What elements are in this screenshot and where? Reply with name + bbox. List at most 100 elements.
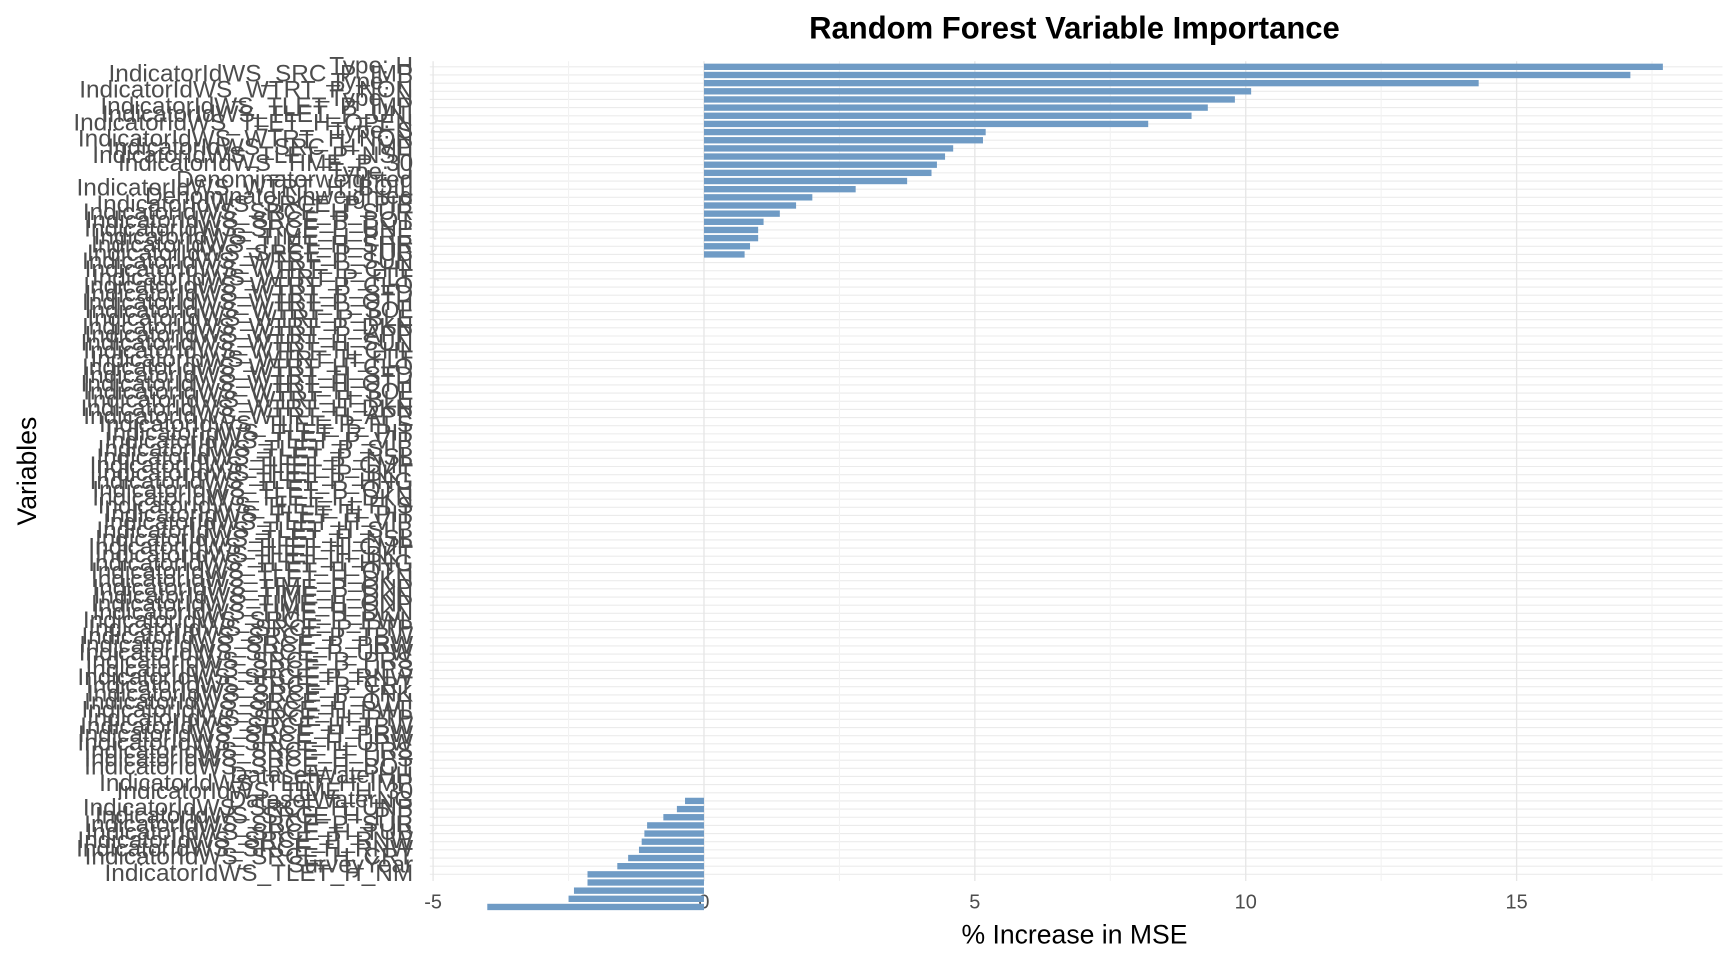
y-tick-label: IndicatorIdWS_WTRT_H_CLO xyxy=(82,354,413,381)
y-tick-label: IndicatorIdWS_WTRT_P_FLT xyxy=(92,264,413,291)
y-tick-label: IndicatorIdWS_WTRT_P_NON xyxy=(79,77,413,104)
y-tick-label: IndicatorIdWS_SRCE_P_PWL xyxy=(83,607,413,634)
bar xyxy=(703,145,954,152)
bar xyxy=(703,218,764,225)
y-tick-label: IndicatorIdWS_TIME_H_DKN xyxy=(92,599,413,626)
bar xyxy=(703,210,780,217)
y-tick-label: IndicatorIdWS_SRC_H_IMP xyxy=(107,134,413,161)
y-tick-label: IndicatorIdWS_SRCE_H_TBW xyxy=(80,713,413,740)
y-tick-label: Type: N xyxy=(329,85,413,112)
y-tick-label: IndicatorIdWS_TLET_H_SHR xyxy=(91,232,413,259)
bar xyxy=(617,863,704,870)
y-tick-label: IndicatorIdWS_WTRT_H_STD xyxy=(83,362,413,389)
y-tick-label: IndicatorIdWS_SRCE_H_PRS xyxy=(84,737,413,764)
bar xyxy=(703,243,751,250)
y-tick-label: IndicatorIdWS_SRCE_P_TUB xyxy=(87,240,413,267)
y-tick-label: IndicatorIdWS_TIME_P_DKN xyxy=(94,582,413,609)
y-tick-label: IndicatorIdWS_WTRT_P_SUN xyxy=(82,248,413,275)
y-tick-label: IndicatorIdWS_WTRT_P_APP xyxy=(85,321,414,348)
y-tick-label: IndicatorIdWS_TIME_P_30 xyxy=(118,150,413,177)
y-tick-label: DatasetWaterNG xyxy=(229,786,414,813)
bar xyxy=(703,71,1631,79)
y-tick-label: IndicatorIdWS_SRCE_P_TNK xyxy=(87,680,413,707)
y-tick-label: IndicatorIdWS_TLET_H_BKT xyxy=(95,542,413,569)
y-tick-label: IndicatorIdWS_TLET_P_SLB xyxy=(98,436,413,463)
y-tick-label: IndicatorIdWS_TLET_P_IMP xyxy=(100,93,413,120)
y-tick-label: IndicatorIdWS_SRCE_P_UNP xyxy=(84,215,413,242)
y-tick-label: IndicatorIdWS_WTRT_H_SOL xyxy=(83,379,413,406)
bar xyxy=(638,846,704,854)
bar xyxy=(703,161,937,168)
bar xyxy=(703,234,759,242)
y-tick-label: IndicatorIdWS_WTRT_H_NON xyxy=(78,126,413,153)
y-tick-label: IndicatorIdWS_SRC_P_IMP xyxy=(109,60,414,87)
bar xyxy=(703,128,986,136)
y-tick-label: IndicatorIdWS_SRCE_P_SUR xyxy=(84,811,413,838)
bar xyxy=(644,830,704,837)
bar xyxy=(703,104,1208,111)
y-tick-label: IndicatorIdWS_TLET_P_NSL xyxy=(96,444,413,471)
y-tick-label: DenominatorUnweighted xyxy=(145,183,413,210)
y-tick-label: IndicatorIdWS_SRCE_P_RNW xyxy=(77,664,413,691)
y-tick-label: IndicatorIdWS_TLET_H_VIP xyxy=(103,509,413,536)
y-tick-label: IndicatorIdWS_WTRT_P_OTH xyxy=(82,289,413,316)
y-tick-label: DatasetWaterHH xyxy=(230,762,413,789)
y-tick-label: IndicatorIdWS_WTRT_H_CHL xyxy=(83,338,413,365)
bar xyxy=(703,251,745,258)
y-tick-label: IndicatorIdWS_TLET_H_NM xyxy=(105,860,414,887)
y-tick-label: IndicatorIdWS_TLET_H_IMP xyxy=(99,770,413,797)
y-tick-label: IndicatorIdWS_SRCE_H_SUR xyxy=(83,199,413,226)
y-tick-label: IndicatorIdWS_TLET_P_FLS xyxy=(99,411,413,438)
y-tick-label: IndicatorIdWS_TLET_P_CMP xyxy=(90,452,414,479)
bar xyxy=(587,879,704,886)
y-tick-label: IndicatorIdWS_TLET_P_DKN xyxy=(92,485,413,512)
y-tick-label: IndicatorIdWS_SRCE_P_BOT xyxy=(86,207,414,234)
y-tick-label: IndicatorIdWS_WTRT_H_BOIL xyxy=(77,175,414,202)
y-tick-label: IndicatorIdWS_TIME_H_30 xyxy=(117,778,413,805)
y-tick-label: IndicatorIdWS_SRCE_H_TUB xyxy=(86,819,414,846)
y-tick-label: SurveyYear xyxy=(288,852,413,879)
y-tick-label: IndicatorIdWS_TLET_P_PIT xyxy=(106,419,413,446)
bar xyxy=(703,79,1479,87)
y-tick-label: IndicatorIdWS_WTRT_H_FLT xyxy=(91,346,414,373)
y-tick-label: IndicatorIdWS_SRCE_H_PWL xyxy=(81,697,413,724)
y-tick-label: IndicatorIdWS_WTRT_H_DKN xyxy=(81,395,414,422)
y-tick-label: IndicatorIdWS_TLET_P_BKT xyxy=(96,460,413,487)
y-tick-label: IndicatorIdWS_SRCE_H_CRT xyxy=(85,843,414,870)
y-tick-label: IndicatorIdWS_TIME_H_ONP xyxy=(91,591,413,618)
y-tick-label: IndicatorIdWS_SRCE_P_UPS xyxy=(86,656,414,683)
y-tick-label: IndicatorIdWS_SRCE_P_PRS xyxy=(86,648,414,675)
x-tick-label: 0 xyxy=(698,891,709,913)
y-tick-label: IndicatorIdWS_TIME_H_PRE xyxy=(94,224,413,251)
bar xyxy=(703,120,1149,128)
y-tick-label: IndicatorIdWS_TLET_H_NSL xyxy=(95,525,413,552)
bar xyxy=(641,838,704,845)
chart-title: Random Forest Variable Importance xyxy=(809,10,1340,45)
y-tick-label: IndicatorIdWS_SRCE_P_UPW xyxy=(79,640,413,667)
bar xyxy=(587,871,704,878)
y-tick-label: IndicatorIdWS_WTRT_P_DKN xyxy=(82,313,413,340)
bar xyxy=(703,88,1252,95)
y-tick-label: Type: U xyxy=(329,158,413,185)
y-tick-label: IndicatorIdWS_SRCE_H_PIP xyxy=(95,803,413,830)
y-tick-label: IndicatorIdWS_WTRT_P_STD xyxy=(85,281,413,308)
y-tick-label: IndicatorIdWS_SRCE_H_UNP xyxy=(83,795,413,822)
y-tick-label: IndicatorIdWS_WTRT_H_BLE xyxy=(86,387,413,414)
bar xyxy=(703,169,932,177)
y-tick-label: Denominatorweighted xyxy=(176,166,413,193)
y-tick-label: IndicatorIdWS_WTRT_P_BLE xyxy=(87,305,413,332)
y-tick-label: Type: P xyxy=(331,69,414,96)
y-tick-label: Type: H xyxy=(329,52,413,79)
y-tick-label: IndicatorIdWS_TLET_H_FLS xyxy=(98,493,413,520)
bar xyxy=(628,854,704,862)
y-tick-label: IndicatorIdWS_TLET_H_CMP xyxy=(88,534,413,561)
bar xyxy=(676,805,704,813)
bar xyxy=(647,822,704,829)
y-tick-label: IndicatorIdWS_TLET_P_UNI xyxy=(102,101,413,128)
bar xyxy=(703,112,1192,119)
y-tick-label: IndicatorIdWS_SRCE_H_PTP xyxy=(87,705,413,732)
x-tick-label: 10 xyxy=(1235,891,1257,913)
y-tick-label: IndicatorIdWS_SRCE_P_CRT xyxy=(86,672,413,699)
x-tick-label: 15 xyxy=(1506,891,1528,913)
